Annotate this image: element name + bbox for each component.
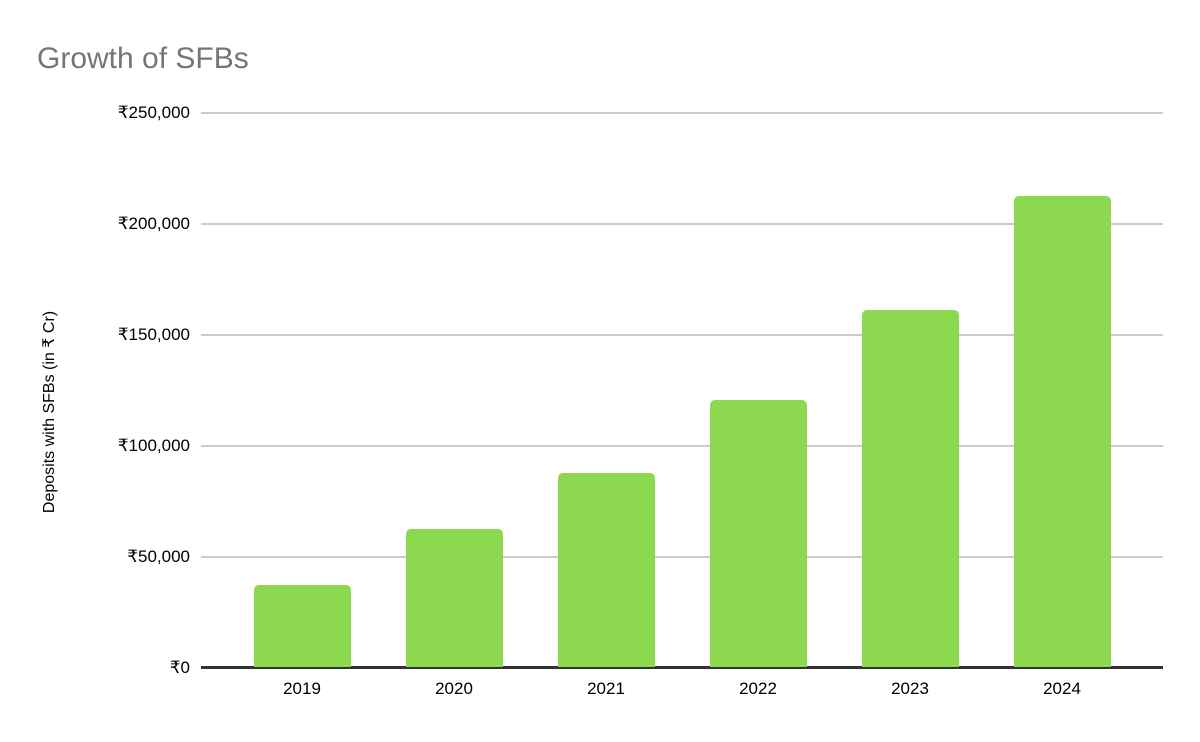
y-tick-label-150000: ₹150,000 <box>117 325 190 344</box>
x-tick-label-2019: 2019 <box>283 679 321 698</box>
y-tick-label-100000: ₹100,000 <box>117 436 190 455</box>
x-tick-label-2024: 2024 <box>1043 679 1081 698</box>
bar-2019 <box>253 584 351 667</box>
y-tick-label-50000: ₹50,000 <box>127 547 190 566</box>
bar-2021 <box>557 472 655 667</box>
y-tick-label-250000: ₹250,000 <box>117 103 190 122</box>
y-tick-label-200000: ₹200,000 <box>117 214 190 233</box>
chart-title: Growth of SFBs <box>37 42 249 75</box>
bar-2023 <box>861 309 959 667</box>
plot-area <box>201 112 1163 669</box>
x-tick-label-2023: 2023 <box>891 679 929 698</box>
gridline-200000 <box>201 223 1163 225</box>
gridline-150000 <box>201 334 1163 336</box>
bar-2022 <box>709 399 807 667</box>
gridline-250000 <box>201 112 1163 114</box>
bar-2024 <box>1013 196 1111 667</box>
bar-2020 <box>405 529 503 667</box>
x-axis-line <box>201 666 1163 669</box>
y-tick-label-0: ₹0 <box>169 658 190 677</box>
gridline-50000 <box>201 556 1163 558</box>
x-tick-label-2021: 2021 <box>587 679 625 698</box>
x-tick-label-2022: 2022 <box>739 679 777 698</box>
gridline-100000 <box>201 445 1163 447</box>
x-tick-label-2020: 2020 <box>435 679 473 698</box>
